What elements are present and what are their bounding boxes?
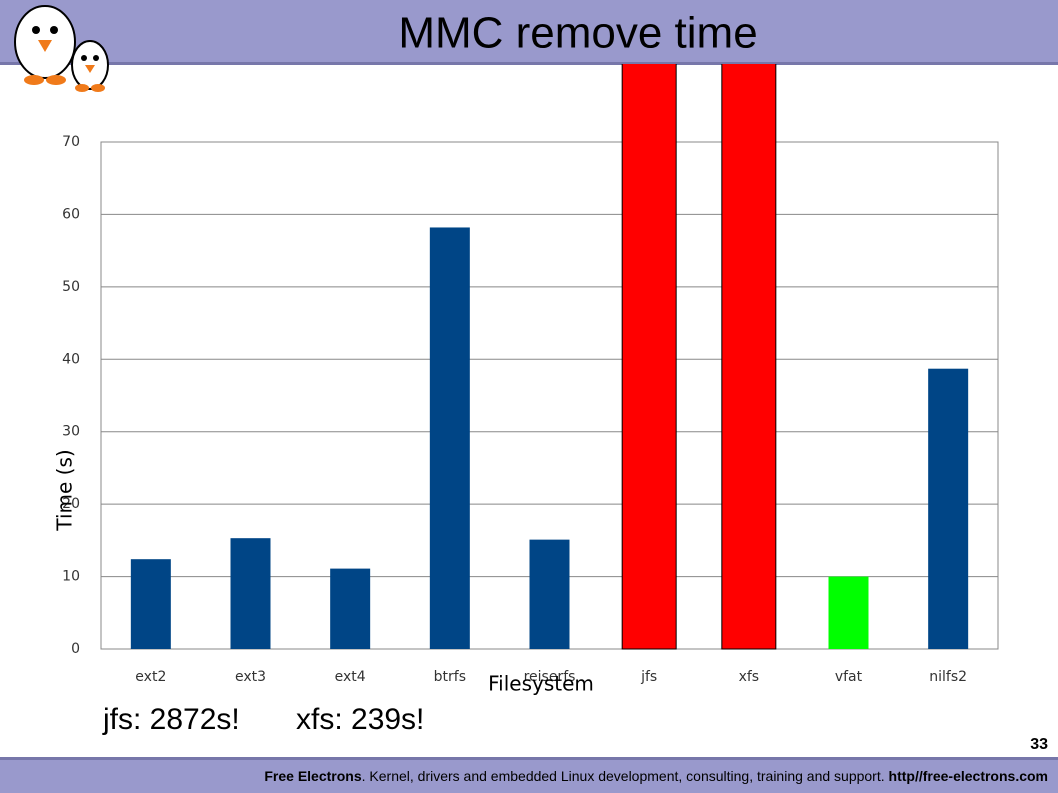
bar [429,227,470,650]
y-tick-label: 50 [62,279,80,295]
x-tick-label: btrfs [434,669,466,685]
y-tick-label: 0 [71,641,80,657]
chart: 0 10 20 30 40 50 60 70 ext2 ext3 ext4 btrfs reiserfs… [62,64,998,685]
slide-title: MMC remove time [398,9,757,58]
x-tick-label: ext3 [235,669,266,685]
footer-url: http//free-electrons.com [889,768,1048,784]
annotation: xfs: 239s! [296,703,424,736]
bar [721,64,777,650]
x-tick-label: ext4 [335,669,366,685]
x-tick-label: reiserfs [524,669,576,685]
y-axis-label: Time (s) [53,449,77,531]
annotation: jfs: 2872s! [102,703,240,736]
bar [230,538,271,649]
x-tick-label: jfs [640,669,657,685]
footer-band [0,760,1058,793]
footer: Free Electrons. Kernel, drivers and embe… [264,768,1048,784]
y-tick-label: 40 [62,351,80,367]
y-tick-label: 30 [62,424,80,440]
y-tick-label: 70 [62,134,80,150]
bar [621,64,677,650]
header-band [0,0,1058,62]
x-tick-label: nilfs2 [929,669,967,685]
page-number: 33 [1030,736,1048,753]
header-rule [0,62,1058,65]
footer-brand: Free Electrons [264,768,361,784]
bar [529,539,570,649]
y-tick-label: 10 [62,569,80,585]
x-tick-label: vfat [835,669,863,685]
footer-text: . Kernel, drivers and embedded Linux dev… [362,768,889,784]
footer-rule [0,757,1058,760]
y-tick-label: 60 [62,206,80,222]
x-tick-label: xfs [739,669,760,685]
logo [14,5,109,92]
bar [130,559,171,649]
bar [828,576,869,649]
x-axis-label: Filesystem [488,672,594,696]
y-tick-label: 20 [62,496,80,512]
bar [330,568,371,649]
bar [928,368,969,649]
x-tick-label: ext2 [135,669,166,685]
